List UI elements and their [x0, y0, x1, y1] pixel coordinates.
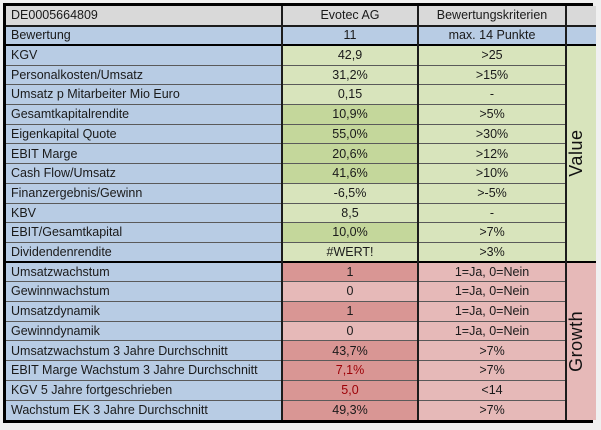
cell-value[interactable]: 41,6%: [281, 163, 418, 184]
table-row: Personalkosten/Umsatz 31,2% >15%: [6, 64, 596, 85]
table-row: KBV 8,5-: [6, 202, 596, 223]
table-row: Gewinnwachstum 0 1=Ja, 0=Nein: [6, 281, 596, 302]
cell-label[interactable]: KGV: [6, 44, 282, 66]
score-label-cell[interactable]: Bewertung: [6, 24, 282, 46]
cell-value[interactable]: 43,7%: [281, 340, 418, 361]
table-row: EBIT Marge 20,6% >12%: [6, 143, 596, 164]
cell-criteria[interactable]: <14: [417, 379, 566, 401]
cell-value[interactable]: 0: [281, 320, 418, 341]
score-row: Bewertung 11 max. 14 Punkte: [6, 24, 596, 46]
criteria-table-body: DE0005664809 Evotec AG Bewertungskriteri…: [6, 6, 596, 420]
criteria-header-cell[interactable]: Bewertungskriterien: [417, 6, 566, 26]
cell-criteria[interactable]: >25: [417, 44, 566, 66]
cell-value[interactable]: 1: [281, 301, 418, 322]
table-row: Umsatzwachstum 3 Jahre Durchschnitt 43,7%…: [6, 340, 596, 361]
cell-value[interactable]: 31,2%: [281, 64, 418, 85]
table-row: KGV 42,9 >25 Value: [6, 44, 596, 263]
growth-section-cell[interactable]: Growth: [565, 261, 596, 420]
cell-criteria[interactable]: >15%: [417, 64, 566, 85]
table-row: Cash Flow/Umsatz 41,6% >10%: [6, 163, 596, 184]
cell-criteria[interactable]: 1=Ja, 0=Nein: [417, 261, 566, 282]
cell-criteria[interactable]: >7%: [417, 340, 566, 361]
cell-label[interactable]: Umsatzdynamik: [6, 301, 282, 322]
cell-criteria[interactable]: >7%: [417, 360, 566, 381]
score-value-cell[interactable]: 11: [281, 24, 418, 46]
cell-value[interactable]: 8,5: [281, 202, 418, 223]
value-section-label: Value: [566, 130, 586, 178]
table-row: EBIT/Gesamtkapital 10,0% >7%: [6, 222, 596, 243]
isin-cell[interactable]: DE0005664809: [6, 6, 282, 26]
cell-value[interactable]: 42,9: [281, 44, 418, 66]
cell-criteria[interactable]: >7%: [417, 399, 566, 420]
criteria-table: DE0005664809 Evotec AG Bewertungskriteri…: [6, 6, 596, 420]
cell-label[interactable]: Gewinndynamik: [6, 320, 282, 341]
cell-criteria[interactable]: -: [417, 202, 566, 223]
table-row: Eigenkapital Quote 55,0% >30%: [6, 123, 596, 144]
cell-label[interactable]: EBIT/Gesamtkapital: [6, 222, 282, 243]
cell-criteria[interactable]: >10%: [417, 163, 566, 184]
cell-label[interactable]: KBV: [6, 202, 282, 223]
cell-value[interactable]: 10,9%: [281, 104, 418, 125]
cell-label[interactable]: Eigenkapital Quote: [6, 123, 282, 144]
cell-label[interactable]: Gewinnwachstum: [6, 281, 282, 302]
cell-label[interactable]: KGV 5 Jahre fortgeschrieben: [6, 379, 282, 401]
cell-label[interactable]: Gesamtkapitalrendite: [6, 104, 282, 125]
corner-cell[interactable]: [565, 6, 596, 26]
cell-value[interactable]: 49,3%: [281, 399, 418, 420]
cell-criteria[interactable]: >12%: [417, 143, 566, 164]
cell-value[interactable]: 0: [281, 281, 418, 302]
spreadsheet: DE0005664809 Evotec AG Bewertungskriteri…: [3, 3, 596, 423]
cell-criteria[interactable]: 1=Ja, 0=Nein: [417, 320, 566, 341]
cell-label[interactable]: EBIT Marge Wachstum 3 Jahre Durchschnitt: [6, 360, 282, 381]
cell-criteria[interactable]: >5%: [417, 104, 566, 125]
table-row: Gesamtkapitalrendite 10,9% >5%: [6, 104, 596, 125]
table-row: EBIT Marge Wachstum 3 Jahre Durchschnitt…: [6, 360, 596, 381]
company-cell[interactable]: Evotec AG: [281, 6, 418, 26]
cell-criteria[interactable]: >30%: [417, 123, 566, 144]
table-row: Finanzergebnis/Gewinn -6,5% >-5%: [6, 182, 596, 204]
cell-criteria[interactable]: >-5%: [417, 182, 566, 204]
score-max-cell[interactable]: max. 14 Punkte: [417, 24, 566, 46]
value-section-cell[interactable]: Value: [565, 44, 596, 263]
table-row: Gewinndynamik 0 1=Ja, 0=Nein: [6, 320, 596, 341]
cell-criteria[interactable]: >3%: [417, 241, 566, 263]
growth-section-label: Growth: [566, 311, 586, 373]
cell-criteria[interactable]: -: [417, 84, 566, 105]
cell-label[interactable]: Umsatzwachstum: [6, 261, 282, 282]
cell-value[interactable]: 7,1%: [281, 360, 418, 381]
score-side-cell[interactable]: [565, 24, 596, 46]
cell-criteria[interactable]: 1=Ja, 0=Nein: [417, 301, 566, 322]
cell-value[interactable]: 20,6%: [281, 143, 418, 164]
table-row: Wachstum EK 3 Jahre Durchschnitt 49,3% >7%: [6, 399, 596, 420]
cell-criteria[interactable]: 1=Ja, 0=Nein: [417, 281, 566, 302]
cell-label[interactable]: Personalkosten/Umsatz: [6, 64, 282, 85]
cell-label[interactable]: Umsatz p Mitarbeiter Mio Euro: [6, 84, 282, 105]
cell-label[interactable]: Umsatzwachstum 3 Jahre Durchschnitt: [6, 340, 282, 361]
table-row: Umsatzwachstum 1 1=Ja, 0=Nein Growth: [6, 261, 596, 420]
cell-value[interactable]: 55,0%: [281, 123, 418, 144]
cell-label[interactable]: Finanzergebnis/Gewinn: [6, 182, 282, 204]
table-row: KGV 5 Jahre fortgeschrieben 5,0 <14: [6, 379, 596, 401]
cell-value[interactable]: 1: [281, 261, 418, 282]
cell-label[interactable]: Dividendenrendite: [6, 241, 282, 263]
cell-value[interactable]: #WERT!: [281, 241, 418, 263]
cell-value[interactable]: 0,15: [281, 84, 418, 105]
table-row: Dividendenrendite #WERT! >3%: [6, 241, 596, 263]
cell-value[interactable]: 10,0%: [281, 222, 418, 243]
cell-label[interactable]: Cash Flow/Umsatz: [6, 163, 282, 184]
header-row: DE0005664809 Evotec AG Bewertungskriteri…: [6, 6, 596, 26]
cell-value[interactable]: -6,5%: [281, 182, 418, 204]
cell-label[interactable]: Wachstum EK 3 Jahre Durchschnitt: [6, 399, 282, 420]
cell-value[interactable]: 5,0: [281, 379, 418, 401]
table-row: Umsatz p Mitarbeiter Mio Euro 0,15-: [6, 84, 596, 105]
cell-label[interactable]: EBIT Marge: [6, 143, 282, 164]
table-row: Umsatzdynamik 1 1=Ja, 0=Nein: [6, 301, 596, 322]
cell-criteria[interactable]: >7%: [417, 222, 566, 243]
